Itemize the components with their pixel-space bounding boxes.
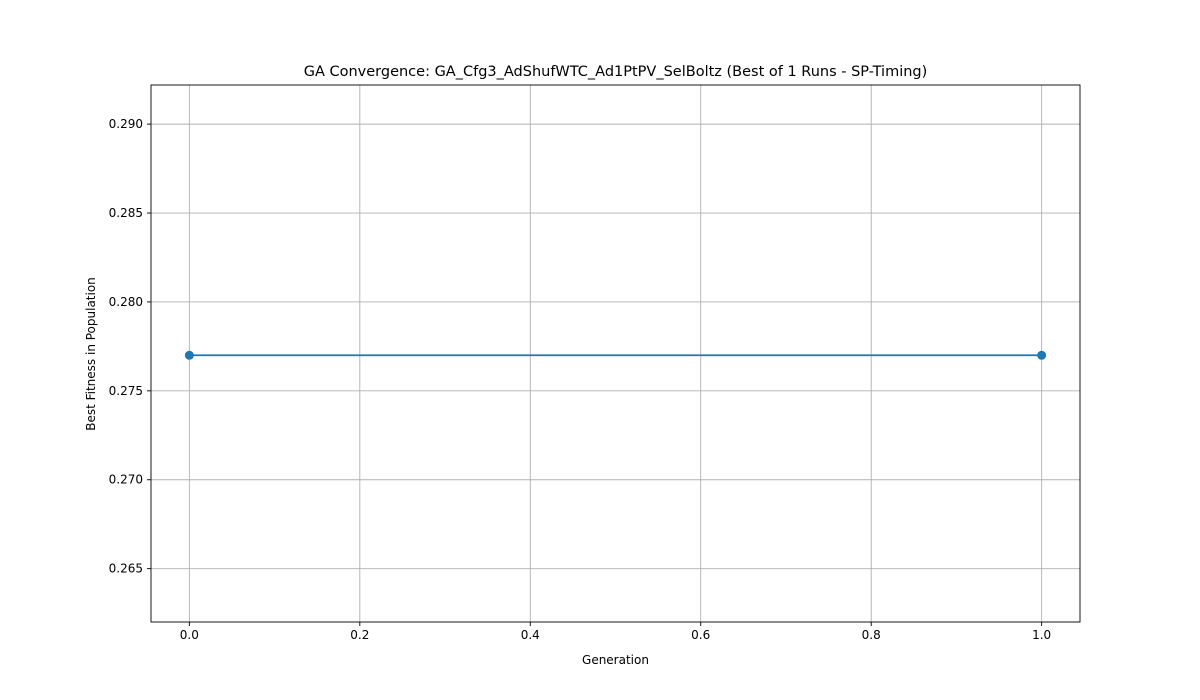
y-axis-label: Best Fitness in Population (84, 277, 98, 431)
x-axis-label: Generation (582, 653, 649, 667)
tick-labels: 0.0 0.2 0.4 0.6 0.8 1.0 0.265 0.270 0.275 0.280 0.… (109, 117, 1052, 642)
x-tick-label: 0.2 (350, 628, 369, 642)
y-tick-label: 0.285 (109, 206, 143, 220)
data-series (184, 350, 1047, 360)
y-tick-label: 0.275 (109, 384, 143, 398)
y-tick-label: 0.290 (109, 117, 143, 131)
x-tick-label: 1.0 (1032, 628, 1051, 642)
x-tick-label: 0.8 (862, 628, 881, 642)
x-tick-label: 0.6 (691, 628, 710, 642)
plot-area-frame (150, 84, 1081, 623)
y-tick-label: 0.270 (109, 473, 143, 487)
y-tick-label: 0.280 (109, 295, 143, 309)
data-point-marker (1037, 350, 1047, 360)
axes (147, 84, 1081, 626)
x-tick-label: 0.4 (521, 628, 540, 642)
x-tick-label: 0.0 (180, 628, 199, 642)
y-tick-label: 0.265 (109, 562, 143, 576)
chart-title: GA Convergence: GA_Cfg3_AdShufWTC_Ad1PtP… (304, 64, 928, 80)
data-point-marker (184, 350, 194, 360)
